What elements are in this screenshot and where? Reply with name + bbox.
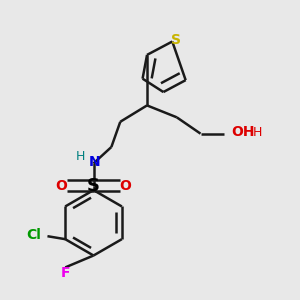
Text: S: S: [171, 33, 181, 47]
Text: Cl: Cl: [26, 228, 41, 242]
Text: N: N: [89, 155, 100, 170]
Text: H: H: [76, 150, 85, 163]
Text: H: H: [253, 126, 262, 139]
Text: F: F: [61, 266, 70, 280]
Text: O: O: [120, 179, 132, 193]
Text: OH: OH: [232, 125, 255, 139]
Text: O: O: [56, 179, 68, 193]
Text: S: S: [87, 177, 100, 195]
